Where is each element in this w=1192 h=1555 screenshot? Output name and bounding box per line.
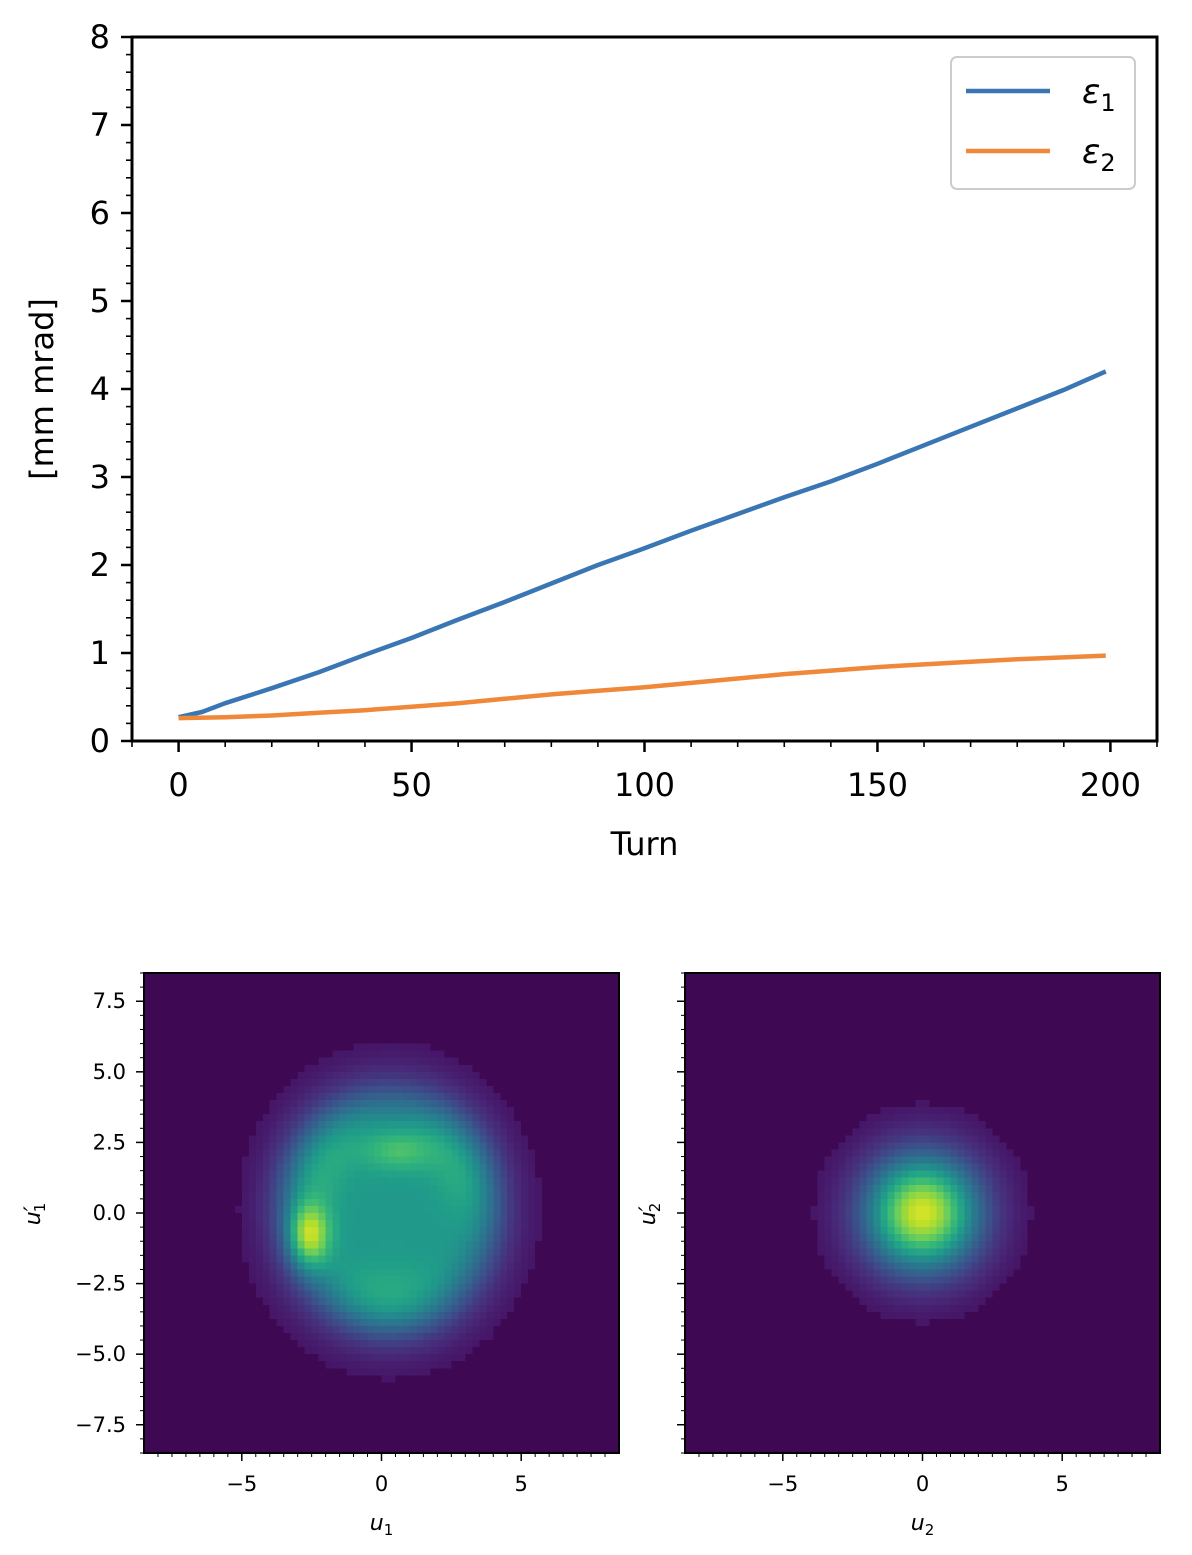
legend-label-sub: 1 — [1100, 89, 1115, 117]
legend-label-2: ε2 — [1082, 132, 1116, 177]
x-label-main: u — [911, 1511, 925, 1536]
x-label-sub: 1 — [384, 1521, 394, 1539]
x-tick-label: 0 — [375, 1472, 388, 1496]
y-tick-label: 4 — [90, 370, 110, 408]
y-axis-label: u′2 — [636, 1203, 664, 1226]
x-tick-label: 100 — [614, 766, 675, 804]
y-label-main: u′ — [636, 1206, 661, 1225]
y-tick-label: −2.5 — [75, 1272, 126, 1296]
x-tick-label: −5 — [226, 1472, 257, 1496]
x-tick-label: 200 — [1080, 766, 1141, 804]
y-tick-label: 5.0 — [93, 1060, 126, 1084]
y-axis-label: u′1 — [21, 1203, 49, 1226]
series-line-1 — [178, 369, 1107, 720]
heatmap-frame — [684, 972, 1161, 1454]
y-tick-label: 3 — [90, 458, 110, 496]
x-label-sub: 2 — [925, 1521, 935, 1539]
y-tick-label: 5 — [90, 282, 110, 320]
y-tick-label: −7.5 — [75, 1413, 126, 1437]
x-label-main: u — [370, 1511, 384, 1536]
x-tick-label: 5 — [515, 1472, 528, 1496]
legend-label-main: ε — [1082, 132, 1100, 172]
y-axis-label: [mm mrad] — [23, 298, 61, 480]
x-tick-label: 50 — [391, 766, 432, 804]
x-axis-label: Turn — [610, 825, 679, 863]
y-tick-label: 0.0 — [93, 1201, 126, 1225]
heatmap-frame — [143, 972, 620, 1454]
x-tick-label: 150 — [847, 766, 908, 804]
x-tick-label: 0 — [916, 1472, 929, 1496]
heatmap-u2 — [685, 973, 1160, 1453]
x-tick-label: 5 — [1056, 1472, 1069, 1496]
y-tick-label: 8 — [90, 18, 110, 56]
y-tick-label: 7.5 — [93, 989, 126, 1013]
legend-label-sub: 2 — [1100, 149, 1115, 177]
y-label-main: u′ — [21, 1206, 46, 1225]
y-tick-label: −5.0 — [75, 1342, 126, 1366]
series-line-2 — [178, 653, 1106, 721]
y-tick-label: 2.5 — [93, 1130, 126, 1154]
y-tick-label: 7 — [90, 106, 110, 144]
y-tick-label: 6 — [90, 194, 110, 232]
x-tick-label: 0 — [168, 766, 188, 804]
y-label-sub: 1 — [31, 1203, 49, 1213]
y-tick-label: 1 — [90, 634, 110, 672]
x-axis-label: u1 — [370, 1511, 394, 1539]
y-label-sub: 2 — [646, 1203, 664, 1213]
y-tick-label: 0 — [90, 722, 110, 760]
legend-label-main: ε — [1082, 72, 1100, 112]
x-axis-label: u2 — [911, 1511, 935, 1539]
y-tick-label: 2 — [90, 546, 110, 584]
heatmap-u1 — [144, 973, 619, 1453]
legend-label-1: ε1 — [1082, 72, 1116, 117]
x-tick-label: −5 — [767, 1472, 798, 1496]
